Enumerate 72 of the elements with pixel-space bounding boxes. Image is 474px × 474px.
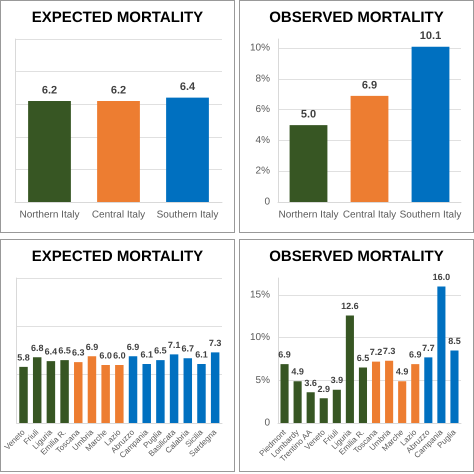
data-label: 6.4	[180, 81, 196, 94]
data-label: 6.1	[140, 350, 153, 360]
chart-title: OBSERVED MORTALITY	[269, 248, 444, 265]
y-tick-label: 8%	[256, 73, 270, 84]
data-label: 7.1	[168, 340, 180, 350]
y-tick-label: 10%	[250, 332, 270, 344]
data-label: 6.9	[86, 342, 98, 352]
bar	[294, 381, 302, 423]
data-label: 6.8	[30, 342, 44, 353]
data-label: 6.9	[362, 79, 378, 92]
data-label: 7.2	[370, 347, 382, 358]
data-label: 4.9	[396, 366, 408, 377]
data-label: 6.2	[42, 84, 58, 96]
bar	[358, 368, 368, 423]
y-tick-label: 6%	[256, 104, 270, 116]
data-label: 6.9	[126, 342, 140, 352]
x-tick-label: Central Italy	[92, 210, 146, 220]
x-tick-label: Central Italy	[342, 210, 396, 220]
x-tick-label: Northern Italy	[278, 210, 339, 220]
bar	[437, 286, 446, 423]
bar	[372, 362, 380, 423]
data-label: 6.5	[154, 346, 167, 356]
bar	[350, 96, 388, 202]
data-label: 5.8	[17, 352, 30, 362]
data-label: 3.6	[304, 378, 317, 388]
bar	[332, 390, 341, 423]
data-label: 6.2	[110, 84, 126, 96]
chart-title: EXPECTED MORTALITY	[32, 248, 204, 265]
data-label: 7.3	[208, 338, 222, 348]
bar	[290, 125, 328, 202]
data-label: 6.0	[113, 350, 126, 360]
data-label: 6.1	[195, 350, 208, 360]
data-label: 16.0	[432, 272, 450, 282]
data-label: 6.0	[99, 350, 112, 360]
data-label: 6.3	[72, 348, 85, 358]
x-tick-label: Southern Italy	[400, 210, 462, 220]
data-label: 6.5	[58, 346, 71, 356]
data-label: 6.7	[182, 344, 194, 354]
y-tick-label: 2%	[256, 166, 270, 177]
data-label: 2.9	[317, 384, 330, 394]
bar	[346, 316, 354, 423]
data-label: 7.3	[382, 346, 396, 356]
bar	[450, 350, 459, 423]
y-tick-label: 0	[264, 196, 270, 208]
data-label: 6.9	[278, 350, 291, 360]
data-label: 10.1	[420, 30, 442, 42]
data-label: 6.9	[408, 350, 422, 360]
bar	[398, 381, 406, 423]
bar	[385, 360, 394, 423]
data-label: 8.5	[448, 336, 461, 346]
bar	[306, 392, 315, 423]
data-label: 6.5	[356, 353, 370, 364]
y-tick-label: 4%	[256, 134, 270, 146]
data-label: 4.9	[291, 366, 304, 377]
y-tick-label: 15%	[250, 290, 270, 301]
data-label: 12.6	[341, 301, 359, 312]
data-label: 5.0	[300, 108, 316, 121]
x-tick-label: Northern Italy	[19, 210, 80, 220]
y-tick-label: 5%	[256, 374, 270, 386]
bar	[411, 364, 420, 423]
chart-title: OBSERVED MORTALITY	[269, 9, 444, 26]
y-tick-label: 0	[264, 418, 270, 428]
x-tick-label: Southern Italy	[156, 210, 218, 220]
bar	[412, 46, 450, 202]
bar	[424, 357, 432, 423]
bar	[320, 398, 328, 423]
y-tick-label: 10%	[250, 42, 270, 54]
data-label: 7.7	[422, 342, 435, 353]
chart-title: EXPECTED MORTALITY	[32, 9, 204, 26]
bar	[280, 364, 289, 423]
data-label: 6.4	[44, 346, 58, 357]
data-label: 3.9	[330, 375, 344, 386]
